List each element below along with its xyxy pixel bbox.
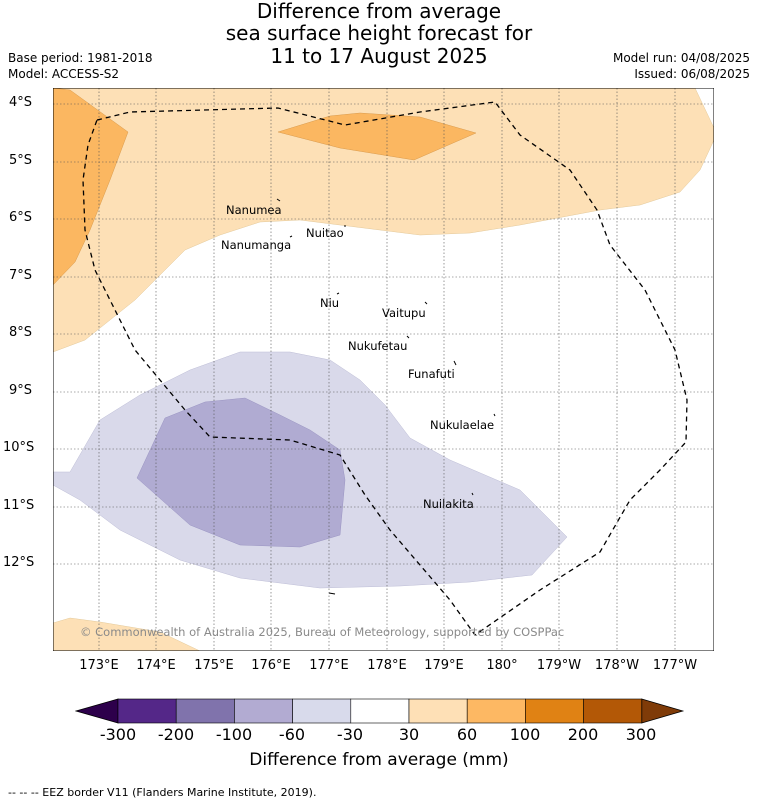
base-period: Base period: 1981-2018: [8, 51, 153, 65]
island-label-vaitupu: Vaitupu: [382, 306, 426, 320]
lon-label: 175°E: [194, 658, 234, 673]
lat-label: 6°S: [9, 210, 33, 225]
island-label-nukufetau: Nukufetau: [348, 339, 408, 353]
colorbar-segment: [175, 698, 235, 724]
lon-label: 178°E: [367, 658, 407, 673]
colorbar-tick: -200: [157, 725, 195, 744]
colorbar-segment: [408, 698, 468, 724]
lon-label: 177°W: [652, 658, 698, 673]
eez-border: [82, 101, 688, 636]
anomaly-region-pos-60-100-west: [53, 88, 129, 286]
colorbar-tick: 300: [625, 725, 657, 744]
colorbar-tick: 100: [509, 725, 541, 744]
longitude-gridlines: [98, 88, 676, 651]
lon-label: 177°E: [309, 658, 349, 673]
lat-label: 5°S: [9, 153, 33, 168]
model-run: Model run: 04/08/2025: [612, 51, 750, 65]
colorbar-tick: -60: [278, 725, 306, 744]
colorbar-title: Difference from average (mm): [249, 750, 509, 770]
colorbar-tick: -30: [336, 725, 364, 744]
lon-label: 179°E: [424, 658, 464, 673]
colorbar: [75, 698, 685, 724]
eez-legend: -- -- -- EEZ border V11 (Flanders Marine…: [8, 786, 317, 799]
lat-label: 12°S: [3, 555, 35, 570]
colorbar-tick: -300: [99, 725, 137, 744]
lon-label: 176°E: [251, 658, 291, 673]
island-label-nuitao: Nuitao: [306, 226, 344, 240]
lon-label: 173°E: [79, 658, 119, 673]
anomaly-region-pos-30-60-south: [53, 617, 201, 651]
colorbar-segment: [117, 698, 177, 724]
model-name: Model: ACCESS-S2: [8, 67, 120, 81]
lon-label: 178°W: [594, 658, 640, 673]
anomaly-region-neg-60-100: [136, 397, 346, 548]
colorbar-segment: [525, 698, 584, 724]
map-panel: [53, 88, 714, 651]
colorbar-tick: 60: [456, 725, 478, 744]
island-label-nanumanga: Nanumanga: [221, 238, 292, 252]
copyright-notice: © Commonwealth of Australia 2025, Bureau…: [80, 625, 565, 639]
lat-label: 10°S: [3, 440, 35, 455]
anomaly-region-pos-30-60: [53, 88, 714, 353]
map-title-line1: Difference from average: [256, 0, 502, 23]
island-label-funafuti: Funafuti: [408, 367, 455, 381]
anomaly-region-pos-60-100-north: [277, 112, 477, 161]
colorbar-extend-low: [75, 698, 119, 724]
colorbar-segment: [583, 698, 643, 724]
lon-label: 174°E: [136, 658, 176, 673]
island-label-nuilakita: Nuilakita: [423, 497, 474, 511]
issued-date: Issued: 06/08/2025: [634, 67, 750, 81]
island-label-nanumea: Nanumea: [226, 203, 282, 217]
colorbar-tick: 30: [398, 725, 420, 744]
lat-label: 11°S: [3, 498, 35, 513]
colorbar-segment: [350, 698, 410, 724]
latitude-gridlines: [53, 103, 714, 565]
lat-label: 9°S: [9, 383, 33, 398]
island-label-nukulaelae: Nukulaelae: [430, 418, 495, 432]
lat-label: 7°S: [9, 268, 33, 283]
colorbar-segment: [466, 698, 526, 724]
colorbar-segment: [234, 698, 293, 724]
colorbar-tick: 200: [567, 725, 599, 744]
lat-label: 8°S: [9, 325, 33, 340]
lon-label: 180°: [486, 658, 518, 673]
map-title-line3: 11 to 17 August 2025: [270, 44, 488, 68]
map-title-line2: sea surface height forecast for: [225, 21, 533, 45]
colorbar-segment: [292, 698, 352, 724]
lat-label: 4°S: [9, 95, 33, 110]
island-markers: [276, 198, 496, 595]
island-label-niu: Niu: [320, 296, 340, 310]
lon-label: 179°W: [536, 658, 582, 673]
colorbar-tick: -100: [215, 725, 253, 744]
colorbar-extend-high: [641, 698, 685, 724]
